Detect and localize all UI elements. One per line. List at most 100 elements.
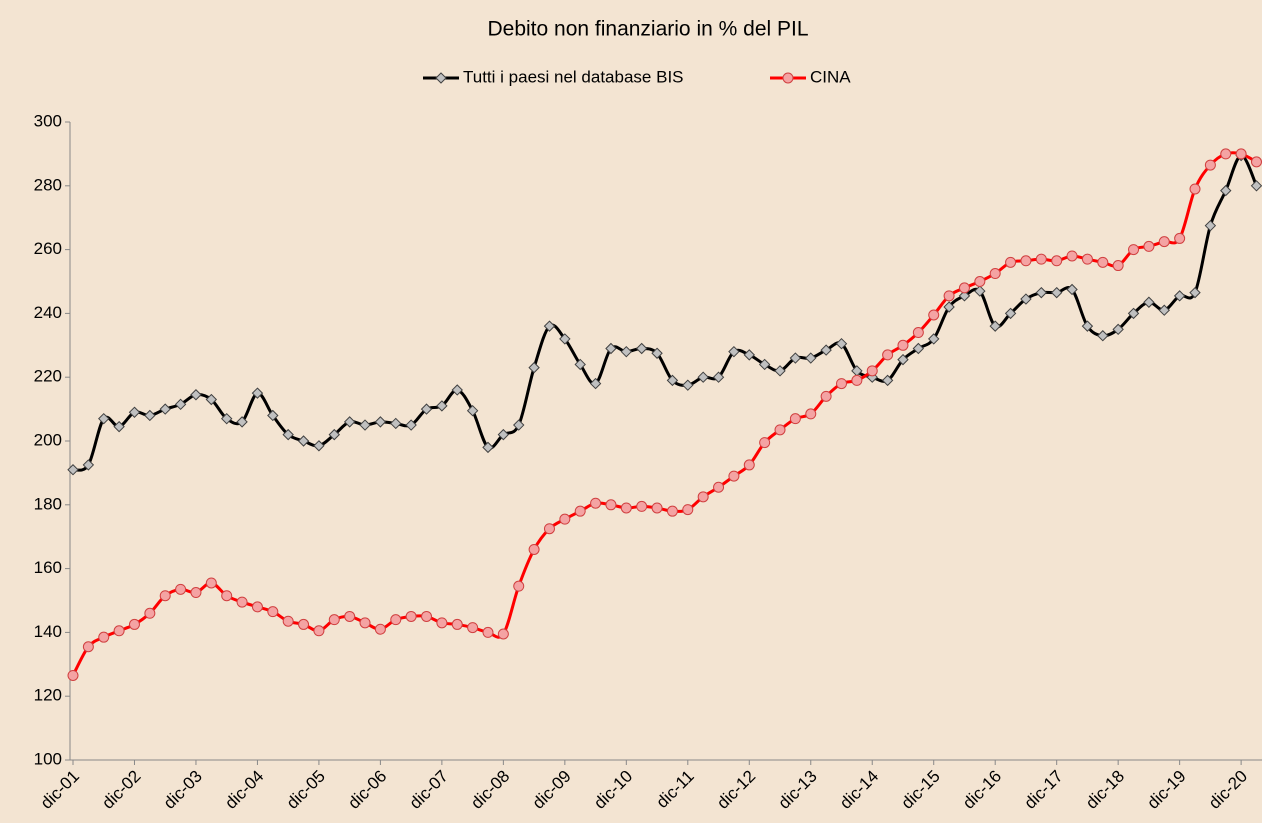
marker	[82, 641, 94, 653]
x-tick-label: dic-08	[467, 767, 513, 813]
x-tick-label: dic-02	[98, 767, 144, 813]
y-tick-label: 300	[34, 111, 62, 130]
marker	[482, 626, 494, 638]
marker	[297, 435, 310, 447]
marker	[897, 339, 909, 351]
y-tick-label: 120	[34, 686, 62, 705]
series-line	[72, 154, 1258, 472]
marker	[435, 72, 447, 84]
marker	[405, 419, 417, 431]
x-tick-label: dic-17	[1020, 767, 1066, 813]
marker	[605, 342, 617, 355]
marker	[359, 419, 371, 431]
marker	[113, 625, 125, 637]
marker	[267, 409, 279, 422]
x-tick-label: dic-01	[37, 767, 83, 813]
marker	[82, 459, 95, 471]
marker	[851, 374, 863, 386]
marker	[928, 333, 940, 345]
x-tick-label: dic-13	[775, 767, 821, 813]
marker	[328, 614, 340, 626]
marker	[820, 390, 832, 402]
marker	[820, 344, 832, 356]
marker	[758, 358, 771, 371]
x-tick-label: dic-10	[590, 767, 636, 813]
x-tick-label: dic-15	[898, 767, 944, 813]
marker	[236, 416, 248, 428]
marker	[1220, 184, 1232, 197]
marker	[175, 583, 187, 595]
marker	[759, 437, 771, 449]
x-tick-label: dic-06	[344, 767, 390, 813]
marker	[974, 276, 986, 287]
marker	[436, 617, 448, 629]
marker	[359, 617, 371, 629]
marker	[1066, 283, 1078, 296]
x-tick-label: dic-18	[1082, 767, 1128, 813]
marker	[436, 400, 448, 412]
marker	[267, 606, 279, 618]
chart-title: Debito non finanziario in % del PIL	[487, 18, 808, 41]
marker	[451, 384, 463, 396]
marker	[282, 428, 294, 441]
marker	[1050, 286, 1063, 299]
marker	[497, 628, 509, 640]
marker	[374, 623, 386, 635]
marker	[513, 419, 525, 431]
marker	[682, 379, 694, 391]
marker	[221, 590, 233, 602]
marker	[344, 610, 356, 622]
marker	[1173, 290, 1186, 302]
marker	[712, 371, 725, 383]
marker	[928, 309, 940, 321]
marker	[144, 409, 156, 422]
marker	[1128, 244, 1140, 256]
x-tick-label: dic-14	[836, 767, 882, 813]
marker	[128, 406, 141, 418]
marker	[589, 377, 602, 390]
y-tick-label: 280	[34, 175, 62, 194]
marker	[67, 669, 79, 681]
y-tick-label: 200	[34, 430, 62, 449]
marker	[882, 349, 894, 361]
marker	[190, 389, 202, 401]
marker	[144, 607, 156, 619]
y-tick-label: 240	[34, 303, 62, 322]
y-tick-label: 160	[34, 558, 62, 577]
marker	[836, 378, 847, 390]
marker	[958, 290, 971, 302]
marker	[1143, 296, 1155, 308]
marker	[1020, 293, 1032, 305]
marker	[421, 610, 433, 622]
marker	[98, 412, 110, 425]
series-line	[71, 151, 1258, 677]
marker	[1220, 148, 1232, 160]
marker	[313, 625, 325, 637]
x-tick-label: dic-12	[713, 767, 759, 813]
y-tick-label: 180	[34, 494, 62, 513]
marker	[835, 337, 848, 350]
marker	[1004, 307, 1017, 320]
marker	[651, 502, 663, 514]
marker	[666, 505, 678, 517]
marker	[805, 408, 817, 420]
marker	[528, 543, 540, 555]
marker	[574, 505, 586, 517]
marker	[1235, 148, 1247, 160]
marker	[543, 523, 555, 535]
marker	[159, 403, 171, 415]
marker	[620, 502, 632, 514]
x-tick-label: dic-20	[1205, 767, 1251, 813]
marker	[298, 618, 310, 630]
marker	[574, 358, 586, 371]
marker	[897, 353, 909, 366]
marker	[1250, 156, 1262, 168]
marker	[1158, 304, 1170, 316]
marker	[620, 345, 633, 358]
marker	[174, 398, 187, 411]
marker	[113, 420, 125, 433]
legend-label: Tutti i paesi nel database BIS	[463, 67, 684, 86]
marker	[912, 327, 924, 339]
marker	[343, 416, 356, 428]
marker	[1066, 250, 1078, 262]
